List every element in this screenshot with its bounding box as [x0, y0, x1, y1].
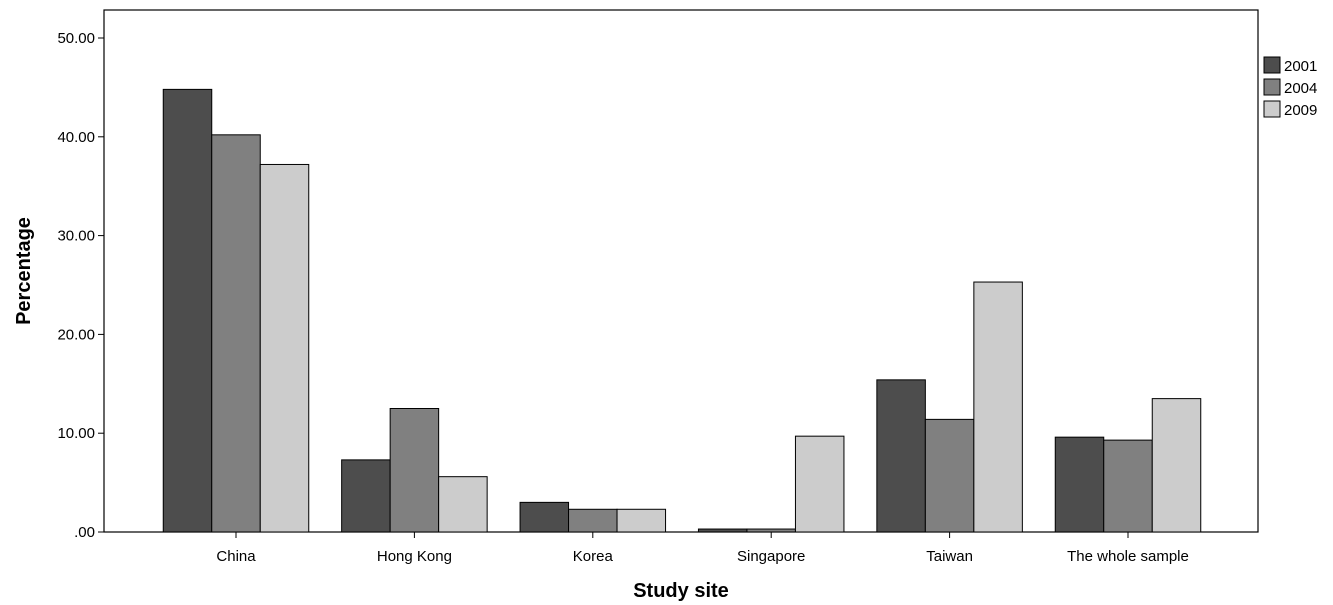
x-tick-label: Korea [573, 548, 614, 565]
bar [1054, 436, 1105, 533]
legend-label: 2001 [1284, 58, 1317, 75]
bar [259, 163, 310, 533]
y-tick-label: .00 [74, 524, 95, 541]
y-axis-title: Percentage [13, 217, 35, 325]
y-tick-label: 30.00 [57, 228, 95, 245]
bar [697, 528, 748, 533]
y-tick-label: 40.00 [57, 129, 95, 146]
bar [519, 501, 570, 533]
bar [746, 528, 796, 533]
x-tick-label: China [216, 548, 256, 565]
y-tick-label: 10.00 [57, 425, 95, 442]
bar [973, 281, 1023, 533]
bar [1151, 398, 1202, 533]
legend-label: 2004 [1284, 80, 1317, 97]
x-tick-label: Singapore [737, 548, 805, 565]
legend-swatch [1263, 100, 1281, 118]
bar [389, 408, 440, 533]
legend: 2001 2004 2009 [1263, 56, 1317, 119]
legend-swatch [1263, 78, 1281, 96]
bars [162, 88, 1202, 533]
x-tick-label: The whole sample [1067, 548, 1189, 565]
bar [211, 134, 261, 533]
x-axis: China Hong Kong Korea Singapore Taiwan The wh… [216, 532, 1189, 565]
legend-label: 2009 [1284, 102, 1317, 119]
bar [1103, 439, 1153, 533]
y-tick-label: 20.00 [57, 326, 95, 343]
x-tick-label: Hong Kong [377, 548, 452, 565]
x-axis-title: Study site [633, 580, 729, 602]
bar [568, 508, 618, 533]
x-tick-label: Taiwan [926, 548, 973, 565]
bar [924, 418, 975, 533]
bar [341, 459, 391, 533]
bar [876, 379, 926, 533]
bar [162, 88, 213, 533]
bar [794, 435, 845, 533]
legend-swatch [1263, 56, 1281, 74]
bar [438, 476, 488, 533]
y-tick-label: 50.00 [57, 30, 95, 47]
bar [616, 508, 667, 533]
y-axis: .00 10.00 20.00 30.00 40.00 50.00 [57, 30, 104, 541]
